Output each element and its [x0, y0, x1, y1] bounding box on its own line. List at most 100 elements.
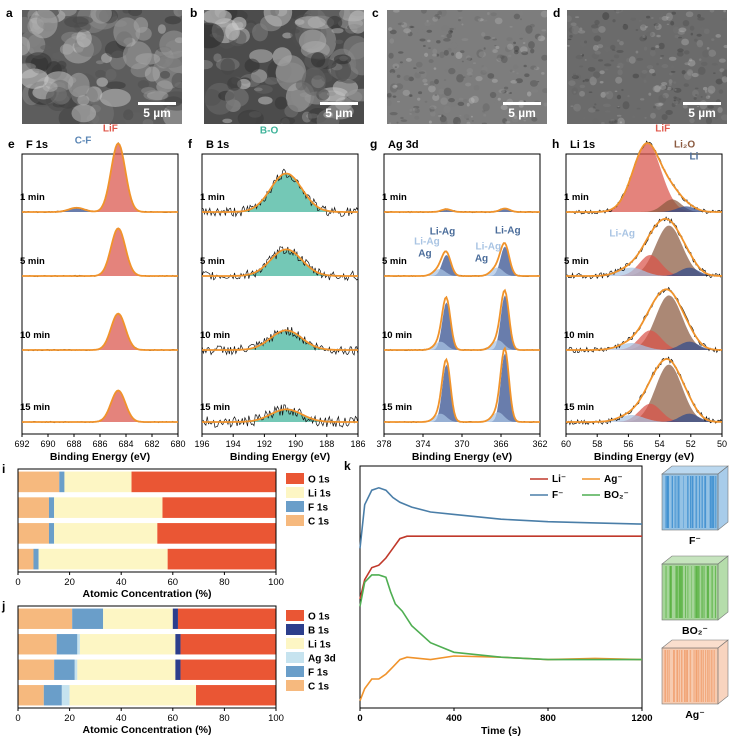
x-tick-label: 50	[717, 439, 727, 449]
legend-label: O 1s	[308, 475, 330, 486]
time-label: 10 min	[564, 330, 594, 341]
time-label: 10 min	[200, 330, 230, 341]
legend-label: Li 1s	[308, 489, 331, 500]
xps-envelope	[202, 248, 358, 277]
time-label: 1 min	[564, 192, 589, 203]
x-tick-label: 40	[116, 577, 127, 588]
xps-fit-component	[22, 228, 178, 276]
xps-frame	[383, 153, 541, 435]
sem-texture	[204, 10, 364, 124]
xps-envelope	[384, 242, 540, 277]
x-tick-label: 800	[540, 713, 556, 724]
peak-annotation: LiF	[655, 123, 670, 134]
tof-sims-cube: BO₂⁻	[661, 555, 729, 637]
xps-fit-component	[566, 413, 722, 422]
stacked-bar-panel-i: i 0 20 40 60 80 100 Atomic Concentration (%) O 1…	[2, 462, 331, 600]
bar-segment	[79, 634, 176, 655]
bar-segment	[69, 685, 197, 706]
plot-frame	[17, 468, 277, 573]
bar-segment	[172, 608, 178, 629]
x-tick-label: 370	[454, 439, 469, 449]
scale-bar-label: 5 µm	[508, 106, 536, 120]
x-tick-label: 1200	[631, 713, 652, 724]
bar-segment	[54, 523, 158, 544]
x-tick-label: 52	[686, 439, 696, 449]
cube-label: Ag⁻	[685, 709, 705, 721]
bar-segment	[103, 608, 173, 629]
x-axis-label: Time (s)	[481, 725, 521, 737]
bar-segment	[175, 659, 181, 680]
time-label: 5 min	[382, 256, 407, 267]
legend-swatch	[286, 515, 304, 526]
x-tick-label: 20	[64, 577, 75, 588]
xps-panel-e: e F 1s 692 690 688 686 684 682 680 Binding Energy…	[8, 123, 186, 463]
bar-segment	[167, 548, 276, 570]
peak-annotation: B-O	[260, 125, 279, 136]
x-tick-label: 0	[357, 713, 362, 724]
x-tick-label: 100	[268, 577, 284, 588]
xps-title: B 1s	[206, 139, 229, 151]
bar-segment	[180, 634, 276, 655]
time-label: 15 min	[200, 402, 230, 413]
panel-letter-f: f	[188, 137, 193, 151]
xps-title: Ag 3d	[388, 139, 419, 151]
cube-side	[717, 465, 729, 531]
time-label: 15 min	[382, 402, 412, 413]
xps-panel-h: h Li 1s 60 58 56 54 52 50 Binding Energy (eV) 1 m…	[552, 123, 727, 463]
panel-letter-h: h	[552, 137, 559, 151]
x-tick-label: 0	[15, 577, 20, 588]
bar-segment	[18, 659, 55, 680]
x-tick-label: 186	[350, 439, 365, 449]
x-tick-label: 366	[493, 439, 508, 449]
bar-segment	[18, 497, 49, 518]
panel-letter-c: c	[372, 6, 379, 20]
bar-segment	[18, 471, 60, 493]
xps-envelope	[22, 312, 178, 351]
bar-segment	[43, 685, 62, 706]
bar-segment	[180, 659, 276, 680]
xps-raw-spectrum	[383, 242, 541, 278]
bar-segment	[77, 659, 176, 680]
series-line	[359, 486, 643, 549]
xps-fit-component	[566, 225, 722, 276]
panel-letter-d: d	[553, 6, 561, 20]
xps-envelope	[22, 227, 178, 277]
x-axis-label: Binding Energy (eV)	[230, 451, 330, 463]
bar-segment	[18, 548, 34, 570]
xps-envelope	[202, 408, 358, 423]
legend-swatch	[286, 473, 304, 484]
cube-label: F⁻	[689, 535, 701, 547]
time-label: 10 min	[382, 330, 412, 341]
bar-segment	[18, 685, 44, 706]
cube-side	[717, 555, 729, 621]
legend-swatch	[286, 666, 304, 677]
sem-image-c: 5 µm	[387, 10, 547, 124]
xps-fit-component	[202, 330, 358, 350]
bar-segment	[72, 608, 104, 629]
xps-fit-component	[566, 255, 722, 276]
scale-bar: 5 µm	[138, 102, 176, 120]
xps-envelope	[22, 389, 178, 423]
legend-label: BO₂⁻	[604, 490, 629, 501]
xps-raw-spectrum	[21, 142, 179, 214]
xps-envelope	[566, 358, 723, 423]
xps-fit-component	[566, 267, 722, 276]
x-axis-label: Binding Energy (eV)	[50, 451, 150, 463]
cube-front	[661, 473, 719, 531]
time-label: 15 min	[564, 402, 594, 413]
bar-segment	[59, 471, 65, 493]
cube-label: BO₂⁻	[682, 625, 708, 637]
xps-fit-component	[384, 255, 540, 276]
xps-fit-component	[566, 364, 722, 422]
bar-segment	[48, 497, 55, 518]
bar-segment	[33, 548, 39, 570]
bar-segment	[64, 471, 132, 493]
peak-annotation: Li-Ag	[430, 227, 456, 238]
xps-fit-component	[566, 143, 722, 212]
xps-fit-component	[384, 267, 540, 276]
sem-texture	[567, 10, 727, 124]
xps-fit-component	[384, 412, 540, 422]
bar-segment	[77, 634, 80, 655]
legend-label: F 1s	[308, 668, 328, 679]
peak-annotation: C-F	[75, 135, 92, 146]
